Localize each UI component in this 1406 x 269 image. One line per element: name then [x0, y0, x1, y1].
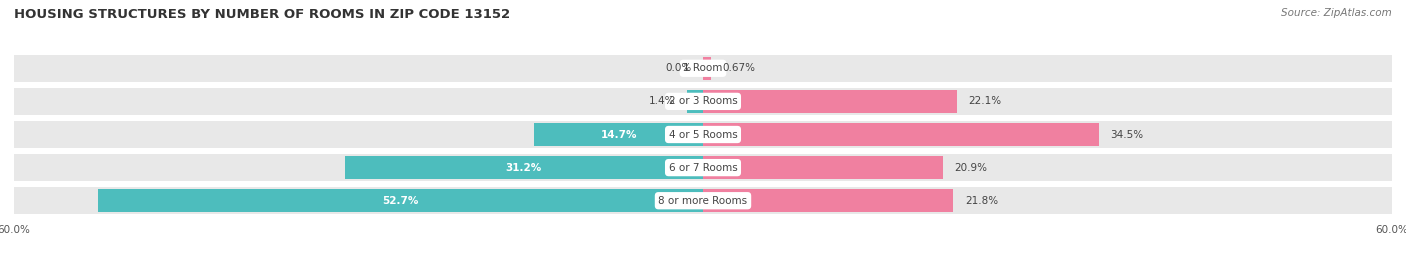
Text: 1 Room: 1 Room [683, 63, 723, 73]
Bar [14, 121, 1392, 148]
Bar [703, 123, 1099, 146]
Text: Source: ZipAtlas.com: Source: ZipAtlas.com [1281, 8, 1392, 18]
Bar [703, 156, 943, 179]
Text: 4 or 5 Rooms: 4 or 5 Rooms [669, 129, 737, 140]
Text: 0.0%: 0.0% [665, 63, 692, 73]
Text: 34.5%: 34.5% [1111, 129, 1143, 140]
Text: 6 or 7 Rooms: 6 or 7 Rooms [669, 162, 737, 173]
Bar [14, 88, 1392, 115]
Text: HOUSING STRUCTURES BY NUMBER OF ROOMS IN ZIP CODE 13152: HOUSING STRUCTURES BY NUMBER OF ROOMS IN… [14, 8, 510, 21]
Text: 21.8%: 21.8% [965, 196, 998, 206]
Bar [688, 90, 703, 113]
Bar [14, 55, 1392, 82]
Text: 2 or 3 Rooms: 2 or 3 Rooms [669, 96, 737, 107]
Bar [703, 189, 953, 212]
Bar [98, 189, 703, 212]
Bar [703, 90, 956, 113]
Text: 0.67%: 0.67% [723, 63, 755, 73]
Text: 31.2%: 31.2% [506, 162, 541, 173]
Text: 20.9%: 20.9% [955, 162, 987, 173]
Text: 8 or more Rooms: 8 or more Rooms [658, 196, 748, 206]
Text: 22.1%: 22.1% [969, 96, 1001, 107]
Bar [14, 154, 1392, 181]
Text: 14.7%: 14.7% [600, 129, 637, 140]
Bar [534, 123, 703, 146]
Text: 52.7%: 52.7% [382, 196, 419, 206]
Bar [703, 57, 710, 80]
Bar [14, 187, 1392, 214]
Bar [344, 156, 703, 179]
Text: 1.4%: 1.4% [650, 96, 675, 107]
